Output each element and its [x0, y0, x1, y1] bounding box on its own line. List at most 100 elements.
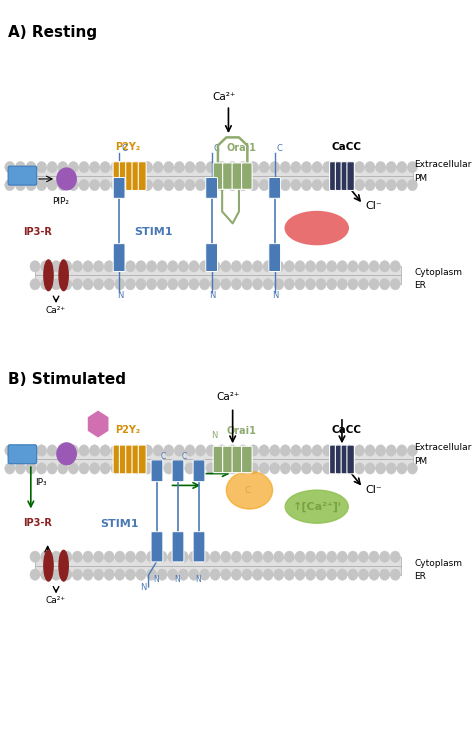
Circle shape [221, 569, 231, 580]
Circle shape [316, 279, 326, 290]
Circle shape [375, 463, 386, 474]
Circle shape [41, 261, 51, 272]
Circle shape [68, 180, 78, 191]
Circle shape [185, 463, 195, 474]
Circle shape [227, 463, 237, 474]
Circle shape [333, 161, 343, 173]
Circle shape [327, 261, 337, 272]
Text: C: C [160, 453, 165, 461]
Circle shape [210, 261, 220, 272]
Circle shape [259, 463, 269, 474]
Text: ER: ER [414, 572, 426, 580]
Circle shape [273, 261, 284, 272]
FancyBboxPatch shape [113, 162, 121, 191]
Circle shape [270, 180, 280, 191]
FancyBboxPatch shape [126, 162, 134, 191]
Circle shape [231, 279, 241, 290]
Circle shape [390, 279, 401, 290]
Circle shape [58, 161, 68, 173]
Circle shape [355, 180, 365, 191]
Circle shape [5, 180, 15, 191]
Circle shape [231, 551, 241, 562]
Circle shape [5, 445, 15, 456]
Circle shape [263, 261, 273, 272]
Circle shape [301, 180, 311, 191]
Circle shape [30, 551, 40, 562]
Circle shape [355, 463, 365, 474]
Circle shape [195, 161, 206, 173]
Circle shape [217, 463, 227, 474]
Circle shape [200, 551, 210, 562]
Circle shape [365, 463, 375, 474]
Circle shape [104, 261, 114, 272]
Circle shape [143, 180, 153, 191]
Circle shape [344, 445, 354, 456]
Circle shape [195, 180, 206, 191]
Circle shape [291, 180, 301, 191]
Circle shape [295, 279, 305, 290]
Circle shape [83, 569, 93, 580]
Circle shape [348, 279, 358, 290]
Circle shape [121, 161, 131, 173]
Circle shape [248, 463, 258, 474]
FancyBboxPatch shape [242, 163, 252, 189]
Circle shape [132, 445, 142, 456]
Circle shape [36, 445, 46, 456]
Circle shape [369, 551, 379, 562]
Circle shape [57, 443, 76, 464]
Circle shape [58, 180, 68, 191]
Text: ↑[Ca²⁺]ᴵ: ↑[Ca²⁺]ᴵ [292, 502, 341, 512]
Text: Gⁱ: Gⁱ [62, 174, 71, 183]
Circle shape [62, 261, 72, 272]
Circle shape [253, 279, 263, 290]
Circle shape [90, 445, 100, 456]
Text: IP3-R: IP3-R [23, 518, 52, 528]
Circle shape [259, 445, 269, 456]
Ellipse shape [285, 212, 348, 245]
Circle shape [227, 180, 237, 191]
Circle shape [273, 569, 284, 580]
FancyBboxPatch shape [347, 445, 355, 474]
Text: N: N [211, 431, 218, 440]
Circle shape [355, 445, 365, 456]
Ellipse shape [59, 260, 68, 291]
Circle shape [263, 551, 273, 562]
Circle shape [248, 445, 258, 456]
Circle shape [125, 261, 136, 272]
Text: Cytoplasm: Cytoplasm [414, 269, 462, 277]
Circle shape [231, 261, 241, 272]
Circle shape [136, 261, 146, 272]
Circle shape [358, 261, 368, 272]
Circle shape [164, 180, 174, 191]
Circle shape [227, 161, 237, 173]
Text: PIP₂: PIP₂ [52, 197, 69, 207]
Circle shape [386, 463, 396, 474]
Circle shape [386, 180, 396, 191]
Circle shape [221, 279, 231, 290]
FancyBboxPatch shape [329, 162, 337, 191]
Circle shape [323, 161, 333, 173]
Text: B) Stimulated: B) Stimulated [8, 372, 126, 387]
Circle shape [79, 161, 89, 173]
Circle shape [47, 180, 57, 191]
Circle shape [121, 463, 131, 474]
Circle shape [30, 279, 40, 290]
Circle shape [104, 551, 114, 562]
Circle shape [365, 161, 375, 173]
Circle shape [397, 180, 407, 191]
FancyBboxPatch shape [232, 163, 243, 189]
Circle shape [115, 279, 125, 290]
Circle shape [30, 261, 40, 272]
Circle shape [337, 279, 347, 290]
FancyBboxPatch shape [10, 167, 413, 176]
Circle shape [168, 279, 178, 290]
Circle shape [157, 569, 167, 580]
Circle shape [348, 551, 358, 562]
Circle shape [217, 161, 227, 173]
Circle shape [178, 279, 188, 290]
FancyBboxPatch shape [172, 460, 184, 482]
Circle shape [115, 569, 125, 580]
Text: Orai1: Orai1 [226, 142, 256, 153]
Text: N: N [117, 291, 123, 300]
Circle shape [104, 569, 114, 580]
